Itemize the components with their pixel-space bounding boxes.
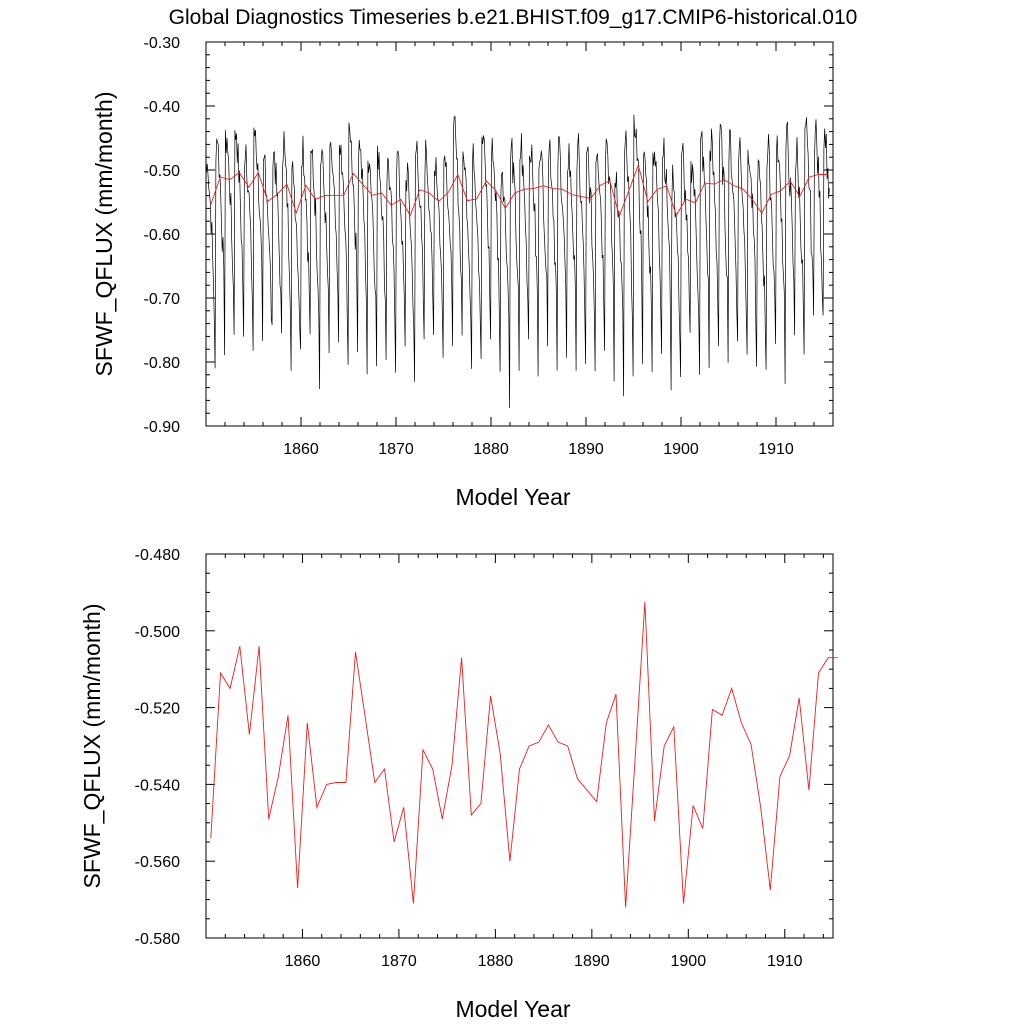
y-tick-label: -0.60 <box>144 227 181 244</box>
y-tick-label: -0.90 <box>144 419 181 436</box>
x-tick-label: 1880 <box>473 441 509 458</box>
bottom-x-axis-label: Model Year <box>455 996 570 1022</box>
bottom-y-axis-label: SFWF_QFLUX (mm/month) <box>79 604 105 889</box>
y-tick-label: -0.500 <box>135 624 180 641</box>
y-tick-label: -0.480 <box>135 547 180 564</box>
y-tick-label: -0.30 <box>144 35 181 52</box>
top-x-axis-label: Model Year <box>455 484 570 510</box>
x-tick-label: 1860 <box>285 953 321 970</box>
top-y-axis-label: SFWF_QFLUX (mm/month) <box>91 92 117 377</box>
y-tick-label: -0.70 <box>144 291 181 308</box>
x-tick-label: 1860 <box>283 441 319 458</box>
x-tick-label: 1910 <box>758 441 794 458</box>
y-tick-label: -0.560 <box>135 854 180 871</box>
y-tick-label: -0.50 <box>144 163 181 180</box>
x-tick-label: 1870 <box>381 953 417 970</box>
y-tick-label: -0.40 <box>144 99 181 116</box>
x-tick-label: 1870 <box>378 441 414 458</box>
bottom-panel: 1860 1870 1880 1890 1900 1910 -0.580 -0.560 -0.5… <box>79 547 838 1022</box>
x-tick-label: 1900 <box>671 953 707 970</box>
y-tick-label: -0.520 <box>135 701 180 718</box>
chart-title: Global Diagnostics Timeseries b.e21.BHIS… <box>169 6 858 29</box>
monthly-series-line <box>206 114 830 409</box>
top-panel: 1860 1870 1880 1890 1900 1910 -0.90 -0.80 -0.70 -… <box>91 35 834 510</box>
y-tick-label: -0.540 <box>135 777 180 794</box>
bottom-tick-labels: 1860 1870 1880 1890 1900 1910 -0.580 -0.560 -0.5… <box>135 547 803 970</box>
top-tick-labels: 1860 1870 1880 1890 1900 1910 -0.90 -0.80 -0.70 -… <box>144 35 794 458</box>
annual-mean-line <box>210 601 838 908</box>
annual-mean-line <box>210 163 829 218</box>
x-tick-label: 1900 <box>663 441 699 458</box>
y-tick-label: -0.580 <box>135 931 180 948</box>
x-tick-label: 1890 <box>574 953 610 970</box>
x-tick-label: 1880 <box>478 953 514 970</box>
top-ticks <box>205 41 834 427</box>
x-tick-label: 1890 <box>568 441 604 458</box>
bottom-ticks <box>205 553 833 939</box>
y-tick-label: -0.80 <box>144 355 181 372</box>
x-tick-label: 1910 <box>767 953 803 970</box>
bottom-plot-frame <box>205 553 834 939</box>
